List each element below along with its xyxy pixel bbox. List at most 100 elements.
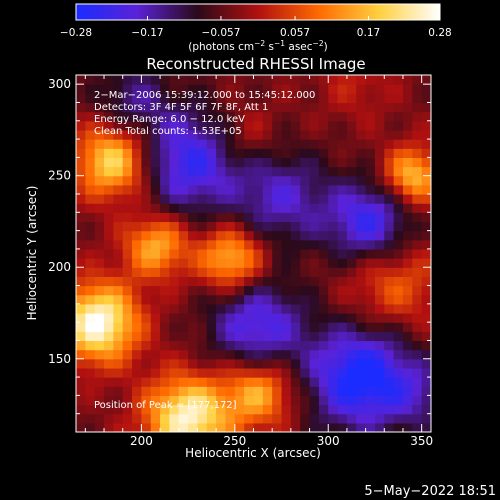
heatmap-cell [206,294,217,305]
heatmap-cell [76,93,86,104]
heatmap-cell [122,248,133,259]
heatmap-cell [122,203,133,213]
heatmap-cell [113,166,124,177]
heatmap-cell [234,239,245,250]
unit-mid: s [265,41,274,53]
heatmap-cell [122,184,133,195]
heatmap-cell [197,331,208,342]
heatmap-cell [132,148,142,158]
heatmap-cell [197,194,208,204]
heatmap-cell [122,212,133,223]
heatmap-cell [85,258,96,268]
colorbar: −0.28 −0.17 −0.057 0.057 0.17 0.28 (photons c… [60,3,452,53]
heatmap-cell [393,120,404,131]
y-tick-label: 250 [48,169,71,183]
heatmap-cell [402,258,413,268]
heatmap-cell [76,129,86,140]
heatmap-cell [76,276,86,287]
heatmap-cell [150,84,161,94]
heatmap-cell [393,331,404,342]
heatmap-cell [160,139,171,149]
heatmap-cell [197,377,208,387]
heatmap-cell [328,230,339,241]
heatmap-cell [141,148,152,158]
heatmap-cell [206,212,217,223]
heatmap-cell [85,221,96,232]
heatmap-cell [160,413,171,424]
heatmap-cell [141,377,152,387]
heatmap-cell [85,84,96,94]
heatmap-cell [234,267,245,277]
heatmap-cell [94,276,105,287]
heatmap-cell [225,212,236,223]
heatmap-cell [206,303,217,314]
heatmap-cell [365,111,376,122]
heatmap-cell [309,102,320,113]
heatmap-cell [216,129,227,140]
colorbar-tick-label: −0.17 [131,27,163,39]
heatmap-cell [337,340,348,351]
heatmap-cell [346,120,357,131]
heatmap-cell [318,111,329,122]
heatmap-cell [421,395,431,406]
heatmap-cell [206,267,217,277]
heatmap-cell [76,413,86,424]
heatmap-cell [346,358,357,369]
heatmap-cell [206,285,217,296]
heatmap-cell [244,322,255,332]
heatmap-cell [178,203,189,213]
heatmap-cell [309,239,320,250]
heatmap-cell [178,303,189,314]
heatmap-cell [169,313,180,323]
heatmap-cell [178,248,189,259]
heatmap-cell [216,221,227,232]
heatmap-cell [150,395,161,406]
heatmap-cell [206,175,217,186]
heatmap-cell [262,294,273,305]
heatmap-cell [234,93,245,104]
heatmap-cell [141,276,152,287]
heatmap-cell [374,331,385,342]
heatmap-cell [272,203,283,213]
heatmap-cell [346,111,357,122]
heatmap-cell [412,340,423,351]
heatmap-cell [141,285,152,296]
heatmap-cell [122,422,133,432]
heatmap-cell [262,322,273,332]
heatmap-cell [309,413,320,424]
heatmap-cell [290,75,301,85]
heatmap-cell [244,184,255,195]
heatmap-cell [393,148,404,158]
heatmap-cell [384,267,395,277]
heatmap-cell [206,184,217,195]
heatmap-cell [94,129,105,140]
heatmap-cell [290,331,301,342]
heatmap-cell [328,322,339,332]
heatmap-cell [141,75,152,85]
heatmap-cell [216,285,227,296]
heatmap-cell [337,157,348,168]
heatmap-cell [412,404,423,415]
heatmap-cell [421,212,431,223]
heatmap-cell [309,258,320,268]
heatmap-cell [104,422,114,432]
heatmap-cell [94,111,105,122]
heatmap-cell [169,120,180,131]
heatmap-cell [253,322,264,332]
heatmap-cell [421,111,431,122]
heatmap-cell [188,258,199,268]
heatmap-cell [104,102,114,113]
heatmap-cell [104,367,114,378]
heatmap-cell [150,248,161,259]
heatmap-cell [393,358,404,369]
heatmap-cell [272,111,283,122]
heatmap-cell [309,194,320,204]
heatmap-cell [412,212,423,223]
heatmap-cell [178,148,189,158]
heatmap-cell [141,422,152,432]
heatmap-cell [300,258,311,268]
heatmap-cell [309,157,320,168]
heatmap-cell [318,166,329,177]
heatmap-cell [188,377,199,387]
heatmap-cell [356,111,367,122]
